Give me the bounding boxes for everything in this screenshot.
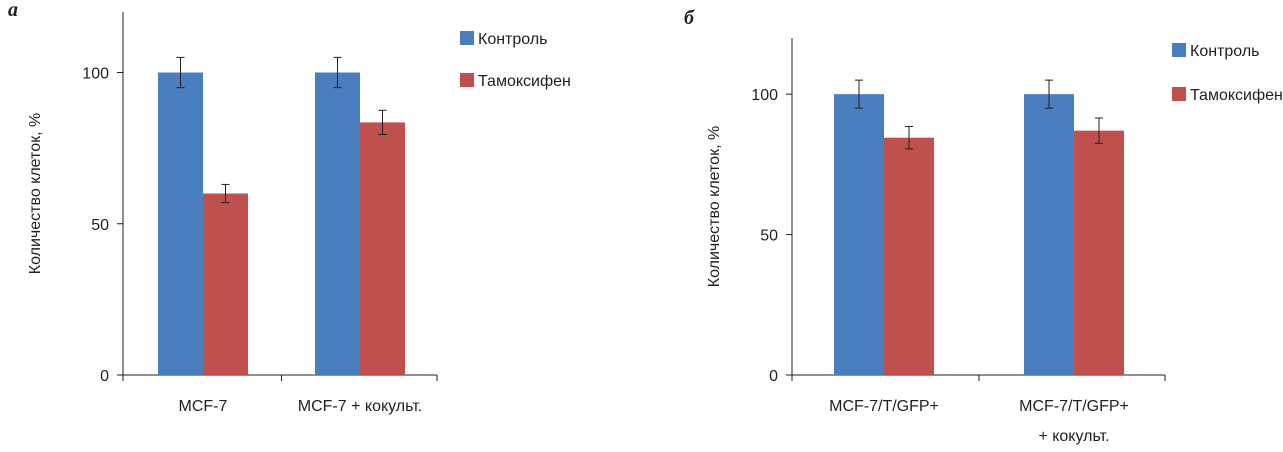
legend-label: Тамоксифен [1190, 87, 1283, 104]
y-tick-label: 100 [751, 87, 778, 104]
x-category-label: MCF-7/T/GFP+ [829, 398, 939, 415]
legend-swatch [460, 73, 474, 87]
bar [884, 137, 934, 375]
bar [315, 72, 360, 375]
legend-swatch [460, 31, 474, 45]
legend-label: Контроль [478, 31, 548, 48]
x-category-label: + кокульт. [1038, 428, 1109, 445]
panel-label: б [684, 7, 695, 29]
y-tick-label: 0 [100, 368, 109, 385]
y-tick-label: 100 [82, 66, 109, 83]
y-tick-label: 50 [760, 228, 778, 245]
legend-swatch [1172, 43, 1186, 57]
legend-label: Контроль [1190, 43, 1260, 60]
bar [1024, 94, 1074, 376]
x-category-label: MCF-7 [179, 398, 228, 415]
y-axis-title: Количество клеток, % [706, 126, 723, 287]
x-category-label: MCF-7 + кокульт. [298, 398, 422, 415]
bar [203, 193, 248, 375]
bar [834, 94, 884, 376]
panel-label: а [8, 0, 18, 21]
y-axis-title: Количество клеток, % [27, 113, 44, 274]
y-tick-label: 50 [91, 217, 109, 234]
y-tick-label: 0 [769, 368, 778, 385]
chart-panel-2: б 0 50 100 Количество клеток, % MCF-7/T/GFP+ M… [684, 7, 1283, 445]
legend-label: Тамоксифен [478, 73, 571, 90]
bar [1074, 130, 1124, 375]
chart-panel-1: а 0 50 100 Количество клеток, % MCF-7 MCF-7 + … [8, 0, 571, 415]
bar [360, 122, 405, 375]
x-category-label: MCF-7/T/GFP+ [1019, 398, 1129, 415]
legend-swatch [1172, 87, 1186, 101]
bar [158, 72, 203, 375]
